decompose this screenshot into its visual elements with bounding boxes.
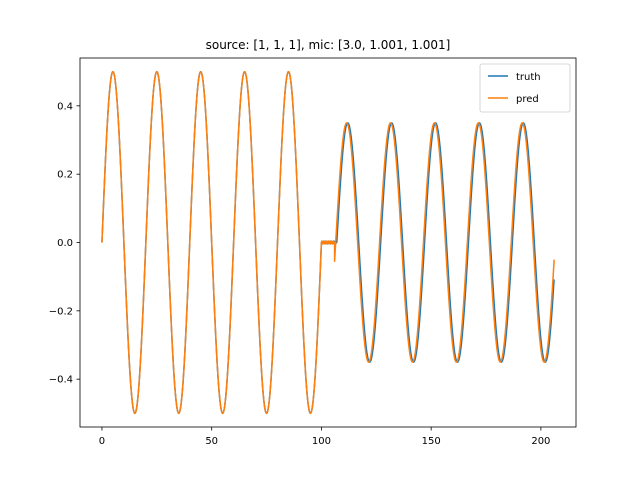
y-tick-label: 0.0: [57, 238, 73, 249]
x-tick-label: 50: [205, 436, 218, 447]
lines-layer: [101, 70, 555, 415]
x-axis: 0 50 100 150 200: [99, 427, 550, 447]
x-tick-label: 100: [312, 436, 331, 447]
series-line-pred: [101, 70, 555, 415]
y-tick-label: −0.2: [49, 306, 73, 317]
legend-label-truth: truth: [516, 72, 541, 83]
x-tick-label: 200: [531, 436, 550, 447]
x-tick-label: 0: [99, 436, 105, 447]
y-tick-label: 0.4: [57, 101, 73, 112]
legend-label-pred: pred: [516, 94, 539, 105]
y-tick-label: 0.2: [57, 170, 73, 181]
y-axis: −0.4 −0.2 0.0 0.2 0.4: [49, 101, 80, 386]
y-tick-label: −0.4: [49, 375, 73, 386]
x-tick-label: 150: [422, 436, 441, 447]
legend: truth pred: [479, 63, 571, 113]
chart-title: source: [1, 1, 1], mic: [3.0, 1.001, 1.0…: [206, 38, 451, 52]
